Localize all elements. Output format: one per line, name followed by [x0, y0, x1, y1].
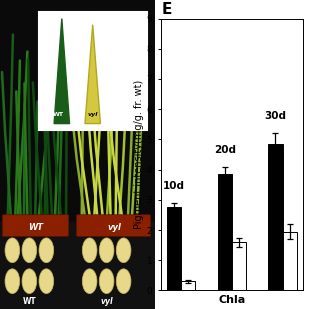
Ellipse shape	[116, 269, 131, 294]
FancyBboxPatch shape	[77, 215, 151, 236]
Ellipse shape	[82, 269, 97, 294]
Text: vyl: vyl	[108, 223, 121, 232]
Bar	[0, 222, 154, 309]
Text: 2mm: 2mm	[126, 28, 131, 42]
Bar	[39, 12, 147, 130]
Text: WT: WT	[28, 223, 43, 232]
Ellipse shape	[82, 238, 97, 263]
Y-axis label: Pigment intensity(mg/g. fr. wt): Pigment intensity(mg/g. fr. wt)	[134, 80, 144, 229]
Bar	[181, 281, 195, 290]
Bar	[0, 0, 154, 222]
Ellipse shape	[99, 238, 114, 263]
Ellipse shape	[39, 238, 54, 263]
Ellipse shape	[22, 269, 37, 294]
Text: vyl: vyl	[100, 297, 113, 306]
Bar	[282, 231, 297, 290]
Text: vyl: vyl	[87, 112, 98, 117]
Text: WT: WT	[53, 112, 64, 117]
Ellipse shape	[99, 269, 114, 294]
Bar	[268, 144, 282, 290]
Text: 20d: 20d	[214, 145, 236, 155]
Ellipse shape	[22, 238, 37, 263]
Text: WT: WT	[23, 297, 36, 306]
Ellipse shape	[5, 238, 20, 263]
Text: 10d: 10d	[163, 181, 185, 191]
Bar	[218, 174, 232, 290]
Ellipse shape	[5, 269, 20, 294]
Polygon shape	[54, 19, 70, 124]
Polygon shape	[85, 25, 100, 124]
Text: 30d: 30d	[265, 111, 286, 121]
Ellipse shape	[39, 269, 54, 294]
FancyBboxPatch shape	[2, 215, 69, 236]
Bar	[167, 207, 181, 290]
Text: E: E	[162, 2, 172, 17]
Bar	[232, 242, 246, 290]
Ellipse shape	[116, 238, 131, 263]
